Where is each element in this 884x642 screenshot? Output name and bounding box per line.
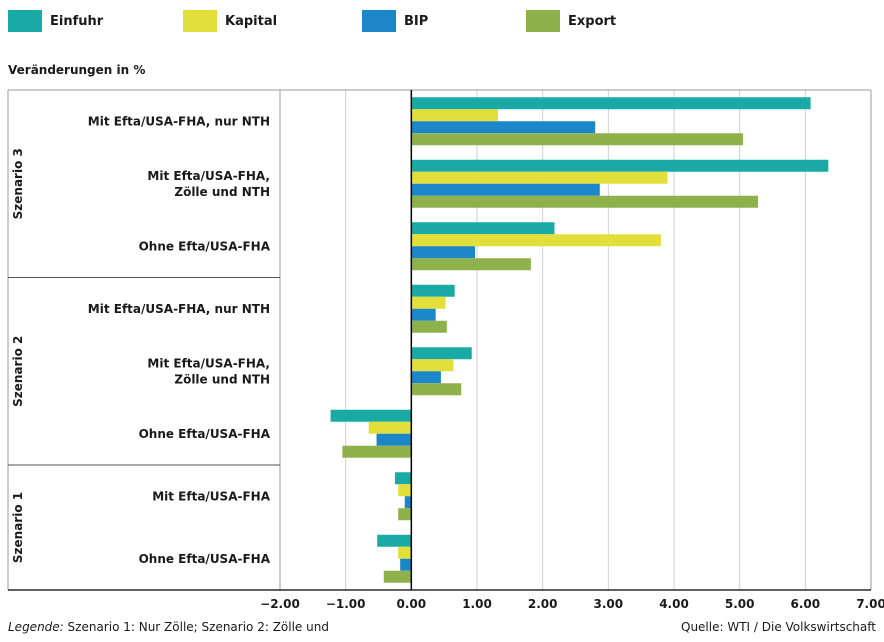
legend-label-export: Export — [568, 13, 617, 29]
x-tick-label: −1.00 — [326, 597, 366, 611]
bar-einfuhr — [411, 97, 811, 110]
legend-swatch-kapital — [183, 10, 217, 32]
source-note: Quelle: WTI / Die Volkswirtschaft — [681, 620, 876, 634]
category-label: Ohne Efta/USA-FHA — [139, 427, 271, 441]
bar-bip — [411, 308, 436, 321]
legend-label-einfuhr: Einfuhr — [50, 13, 104, 29]
category-label: Ohne Efta/USA-FHA — [139, 552, 271, 566]
x-tick-label: 5.00 — [725, 597, 755, 611]
bar-export — [342, 445, 412, 458]
footer-legend-text: Szenario 1: Nur Zölle; Szenario 2: Zölle… — [67, 620, 329, 634]
bar-kapital — [368, 421, 412, 434]
category-label: Mit Efta/USA-FHA, — [147, 356, 270, 370]
bar-kapital — [411, 296, 446, 309]
chart-subtitle: Veränderungen in % — [8, 63, 146, 77]
bar-einfuhr — [377, 534, 412, 547]
bar-kapital — [411, 359, 454, 372]
bar-export — [411, 258, 531, 271]
category-label: Mit Efta/USA-FHA, nur NTH — [88, 302, 270, 316]
scenario-label: Szenario 1 — [11, 492, 25, 563]
x-tick-label: 2.00 — [528, 597, 558, 611]
bar-bip — [400, 558, 412, 571]
x-tick-label: 3.00 — [594, 597, 624, 611]
x-tick-label: 0.00 — [397, 597, 427, 611]
bar-kapital — [411, 109, 499, 122]
legend-item-einfuhr: Einfuhr — [8, 10, 103, 32]
bar-bip — [411, 246, 476, 259]
legend-swatch-export — [526, 10, 560, 32]
bar-export — [398, 508, 412, 521]
footer-legend-prefix: Legende: — [8, 620, 64, 634]
scenario-label: Szenario 3 — [11, 148, 25, 219]
legend-swatch-einfuhr — [8, 10, 42, 32]
bar-kapital — [411, 234, 661, 247]
legend-label-kapital: Kapital — [225, 13, 278, 29]
x-tick-label: 4.00 — [659, 597, 689, 611]
x-tick-label: 6.00 — [791, 597, 821, 611]
category-label: Zölle und NTH — [174, 372, 270, 386]
category-label: Zölle und NTH — [174, 185, 270, 199]
x-tick-label: 1.00 — [462, 597, 492, 611]
bar-einfuhr — [411, 284, 455, 297]
bar-export — [383, 570, 412, 583]
x-tick-label: −2.00 — [260, 597, 300, 611]
bar-einfuhr — [411, 159, 829, 172]
bar-einfuhr — [330, 409, 412, 422]
bar-einfuhr — [411, 347, 472, 360]
bar-einfuhr — [411, 222, 555, 235]
bar-bip — [411, 371, 441, 384]
legend-label-bip: BIP — [404, 13, 429, 29]
scenario-label: Szenario 2 — [11, 336, 25, 407]
bar-bip — [376, 433, 412, 446]
category-label: Mit Efta/USA-FHA, nur NTH — [88, 114, 270, 128]
bar-einfuhr — [394, 472, 412, 485]
bar-export — [411, 133, 743, 146]
footer-legend-note: Legende: Szenario 1: Nur Zölle; Szenario… — [8, 620, 329, 634]
legend-swatch-bip — [362, 10, 396, 32]
bar-bip — [411, 183, 600, 196]
bar-export — [411, 383, 462, 396]
legend: Einfuhr Kapital BIP Export — [8, 10, 878, 38]
legend-item-export: Export — [526, 10, 616, 32]
x-tick-label: 7.00 — [856, 597, 884, 611]
category-label: Ohne Efta/USA-FHA — [139, 239, 271, 253]
category-label: Mit Efta/USA-FHA — [152, 489, 270, 503]
bar-export — [411, 195, 759, 208]
bar-bip — [404, 496, 412, 509]
category-label: Mit Efta/USA-FHA, — [147, 169, 270, 183]
bar-export — [411, 320, 447, 333]
bar-kapital — [398, 546, 412, 559]
bar-bip — [411, 121, 596, 134]
bar-kapital — [398, 484, 412, 497]
legend-item-kapital: Kapital — [183, 10, 277, 32]
legend-item-bip: BIP — [362, 10, 428, 32]
bar-kapital — [411, 171, 668, 184]
